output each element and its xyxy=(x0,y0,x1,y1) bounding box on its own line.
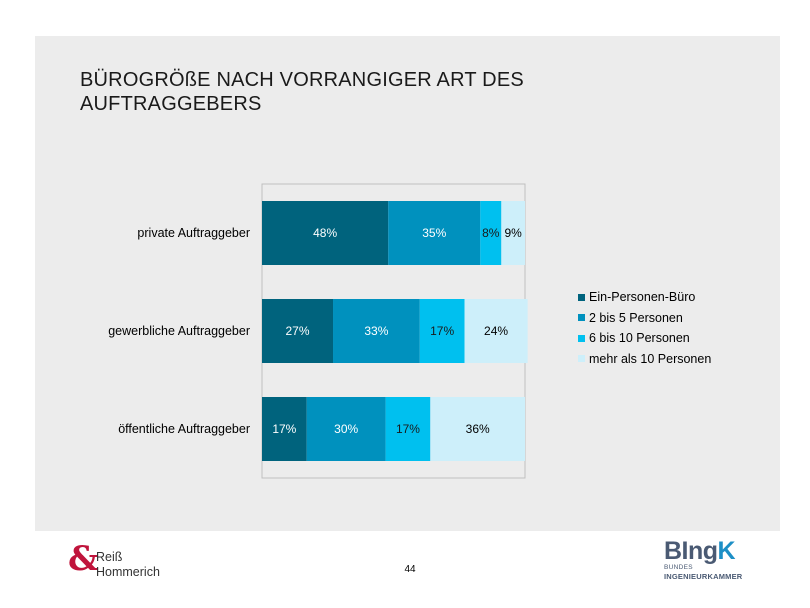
category-label: öffentliche Auftraggeber xyxy=(118,422,250,436)
logo-line-reiss: Reiß xyxy=(96,550,123,564)
bingk-logo-k: K xyxy=(717,537,736,565)
data-label: 48% xyxy=(313,226,337,240)
slide-title: BÜROGRÖßE NACH VORRANGIGER ART DES AUFTR… xyxy=(80,69,524,115)
legend-item: 6 bis 10 Personen xyxy=(578,328,711,349)
bar-segment xyxy=(385,397,431,461)
bar-segment xyxy=(419,299,465,363)
bar-segment xyxy=(430,397,525,461)
legend-label: 2 bis 5 Personen xyxy=(589,310,683,325)
legend-label: 6 bis 10 Personen xyxy=(589,331,690,346)
data-label: 30% xyxy=(334,422,358,436)
category-label: private Auftraggeber xyxy=(137,226,250,240)
legend-item: 2 bis 5 Personen xyxy=(578,308,711,329)
data-label: 17% xyxy=(430,324,454,338)
data-label: 8% xyxy=(482,226,500,240)
legend-label: mehr als 10 Personen xyxy=(589,351,712,366)
ampersand-logo-mark: & xyxy=(68,539,99,579)
legend-label: Ein-Personen-Büro xyxy=(589,290,696,305)
chart-legend: Ein-Personen-Büro 2 bis 5 Personen 6 bis 1… xyxy=(578,287,711,369)
legend-swatch xyxy=(578,293,585,301)
legend-item: mehr als 10 Personen xyxy=(578,349,711,370)
bar-segment xyxy=(333,299,420,363)
bar-segment xyxy=(262,397,307,461)
bar-segment xyxy=(501,201,525,265)
data-label: 33% xyxy=(364,324,388,338)
data-label: 35% xyxy=(422,226,446,240)
bar-segment xyxy=(480,201,502,265)
bar-segment xyxy=(262,299,334,363)
data-label: 9% xyxy=(504,226,522,240)
category-label: gewerbliche Auftraggeber xyxy=(108,324,250,338)
data-label: 36% xyxy=(466,422,490,436)
bingk-logo: BIngK BUNDES INGENIEURKAMMER xyxy=(664,538,754,588)
bar-segment xyxy=(388,201,481,265)
bingk-logo-main: BIng xyxy=(664,537,718,565)
legend-swatch xyxy=(578,334,585,342)
bingk-logo-sub1: BUNDES xyxy=(664,564,693,571)
logo-line-hommerich: Hommerich xyxy=(96,565,160,579)
legend-swatch xyxy=(578,355,585,363)
legend-swatch xyxy=(578,314,585,322)
bar-segment xyxy=(464,299,528,363)
data-label: 17% xyxy=(272,422,296,436)
bar-segment xyxy=(306,397,386,461)
page-number: 44 xyxy=(404,564,416,575)
bingk-logo-sub2: INGENIEURKAMMER xyxy=(664,572,743,581)
bar-segment xyxy=(262,201,389,265)
legend-item: Ein-Personen-Büro xyxy=(578,287,711,308)
data-label: 24% xyxy=(484,324,508,338)
data-label: 27% xyxy=(285,324,309,338)
reiss-hommerich-logo: & Reiß Hommerich xyxy=(68,539,178,585)
data-label: 17% xyxy=(396,422,420,436)
